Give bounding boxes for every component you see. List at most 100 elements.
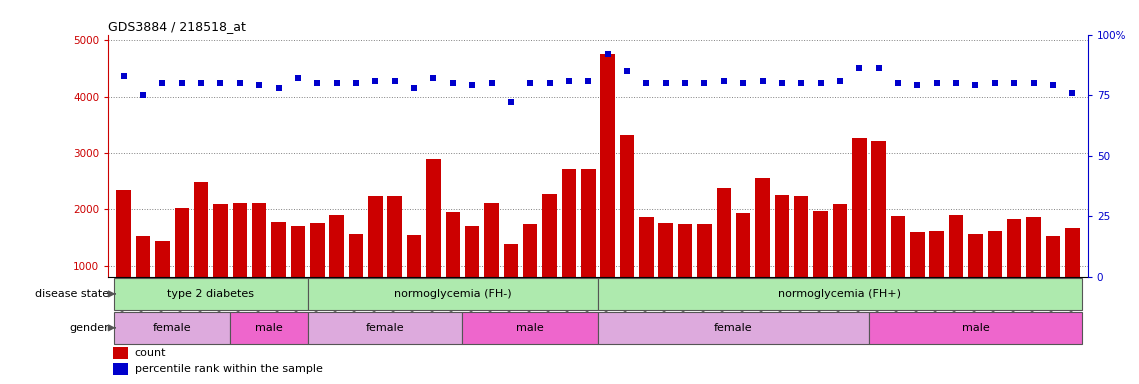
Bar bbox=[523, 224, 538, 322]
Point bbox=[888, 80, 907, 86]
Point bbox=[134, 92, 153, 98]
Point bbox=[444, 80, 462, 86]
Point bbox=[656, 80, 674, 86]
Point bbox=[927, 80, 945, 86]
Point bbox=[328, 80, 346, 86]
Bar bbox=[308, 278, 598, 310]
Bar bbox=[678, 224, 693, 322]
Bar bbox=[113, 363, 128, 375]
Bar bbox=[1046, 237, 1060, 322]
Bar bbox=[871, 141, 886, 322]
Point bbox=[1063, 89, 1081, 96]
Text: normoglycemia (FH-): normoglycemia (FH-) bbox=[394, 289, 511, 299]
Point bbox=[966, 83, 984, 89]
Bar bbox=[542, 194, 557, 322]
Point bbox=[675, 80, 694, 86]
Bar bbox=[755, 178, 770, 322]
Text: male: male bbox=[516, 323, 544, 333]
Bar bbox=[290, 226, 305, 322]
Bar bbox=[426, 159, 441, 322]
Point bbox=[386, 78, 404, 84]
Bar bbox=[116, 190, 131, 322]
Text: percentile rank within the sample: percentile rank within the sample bbox=[134, 364, 322, 374]
Bar bbox=[387, 196, 402, 322]
Bar bbox=[598, 278, 1082, 310]
Bar bbox=[833, 204, 847, 322]
Bar bbox=[114, 311, 230, 344]
Bar bbox=[136, 237, 150, 322]
Bar bbox=[929, 231, 944, 322]
Bar bbox=[794, 196, 809, 322]
Bar bbox=[869, 311, 1082, 344]
Bar bbox=[194, 182, 208, 322]
Point bbox=[212, 80, 230, 86]
Point bbox=[173, 80, 191, 86]
Point bbox=[830, 78, 849, 84]
Bar bbox=[620, 135, 634, 322]
Point bbox=[231, 80, 249, 86]
Point bbox=[580, 78, 598, 84]
Text: gender: gender bbox=[69, 323, 109, 333]
Point bbox=[637, 80, 655, 86]
Bar bbox=[581, 169, 596, 322]
Point bbox=[405, 85, 424, 91]
Bar bbox=[174, 208, 189, 322]
Point bbox=[154, 80, 172, 86]
Bar bbox=[368, 196, 383, 322]
Point bbox=[753, 78, 771, 84]
Point bbox=[1024, 80, 1042, 86]
Bar bbox=[155, 241, 170, 322]
Point bbox=[772, 80, 790, 86]
Point bbox=[522, 80, 540, 86]
Point bbox=[947, 80, 965, 86]
Bar bbox=[114, 278, 308, 310]
Bar bbox=[1065, 228, 1080, 322]
Point bbox=[483, 80, 501, 86]
Point bbox=[464, 83, 482, 89]
Point bbox=[792, 80, 810, 86]
Bar bbox=[465, 226, 480, 322]
Bar bbox=[775, 195, 789, 322]
Bar bbox=[310, 223, 325, 322]
Point bbox=[850, 65, 868, 71]
Text: female: female bbox=[714, 323, 753, 333]
Bar bbox=[329, 215, 344, 322]
Bar bbox=[562, 169, 576, 322]
Bar bbox=[213, 204, 228, 322]
Bar bbox=[598, 311, 869, 344]
Point bbox=[425, 75, 443, 81]
Point bbox=[617, 68, 636, 74]
Point bbox=[1005, 80, 1023, 86]
Text: GDS3884 / 218518_at: GDS3884 / 218518_at bbox=[108, 20, 246, 33]
Point bbox=[811, 80, 829, 86]
Bar bbox=[445, 212, 460, 322]
Bar bbox=[716, 189, 731, 322]
Bar bbox=[968, 233, 983, 322]
Point bbox=[598, 51, 616, 57]
Bar bbox=[988, 231, 1002, 322]
Text: normoglycemia (FH+): normoglycemia (FH+) bbox=[778, 289, 901, 299]
Bar bbox=[697, 224, 712, 322]
Bar bbox=[308, 311, 462, 344]
Point bbox=[695, 80, 713, 86]
Point bbox=[367, 78, 385, 84]
Point bbox=[251, 83, 269, 89]
Point bbox=[192, 80, 211, 86]
Bar bbox=[462, 311, 598, 344]
Bar bbox=[658, 223, 673, 322]
Bar bbox=[949, 215, 964, 322]
Bar bbox=[1026, 217, 1041, 322]
Point bbox=[560, 78, 579, 84]
Point bbox=[1043, 83, 1062, 89]
Bar bbox=[230, 311, 308, 344]
Point bbox=[714, 78, 732, 84]
Point bbox=[541, 80, 559, 86]
Point bbox=[869, 65, 887, 71]
Bar bbox=[1007, 219, 1022, 322]
Text: disease state: disease state bbox=[35, 289, 109, 299]
Point bbox=[270, 85, 288, 91]
Bar bbox=[600, 54, 615, 322]
Bar bbox=[113, 347, 128, 359]
Point bbox=[347, 80, 366, 86]
Point bbox=[502, 99, 521, 106]
